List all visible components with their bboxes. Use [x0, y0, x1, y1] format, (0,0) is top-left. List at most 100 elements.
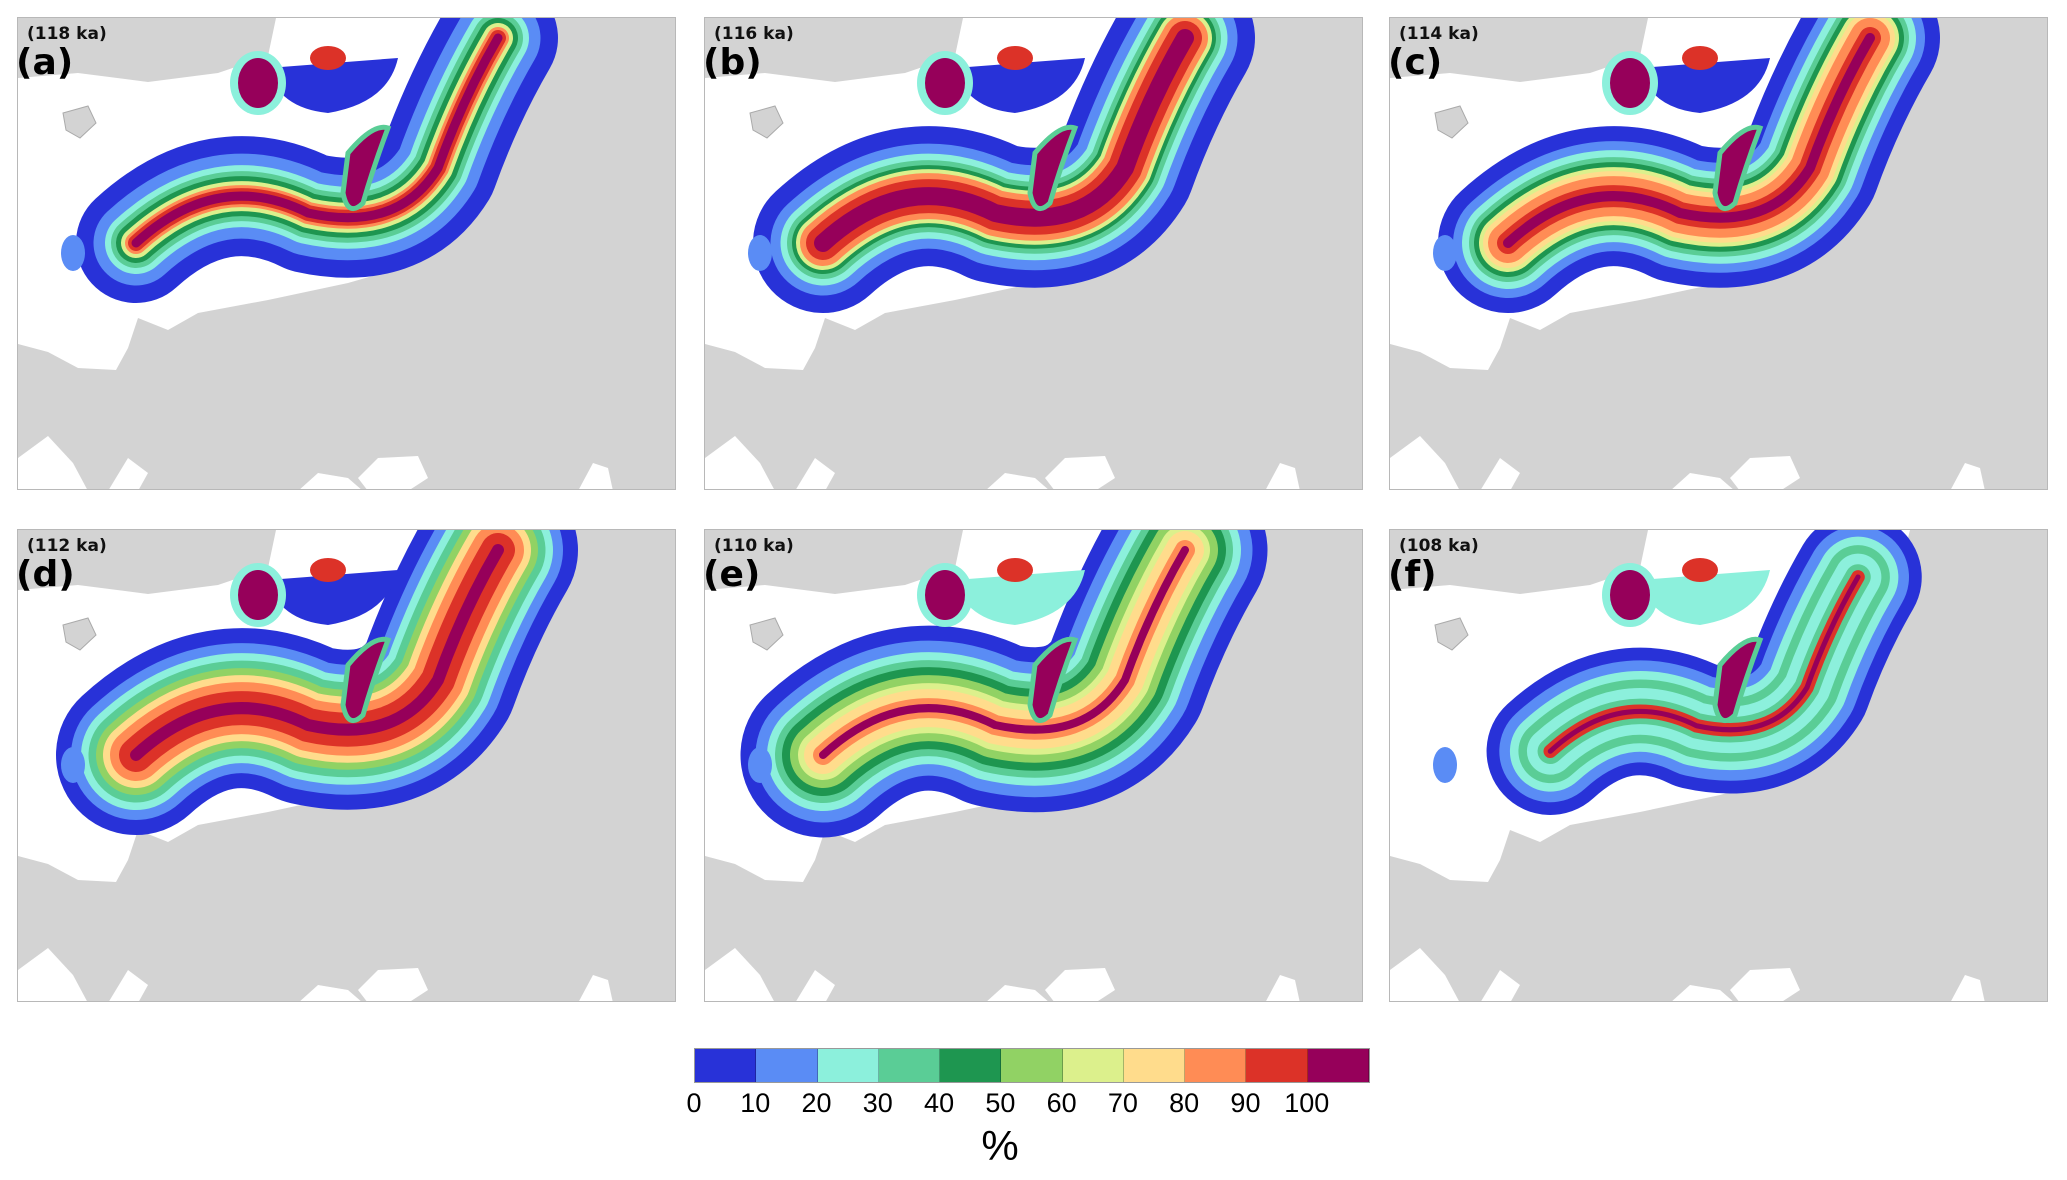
sea — [987, 473, 1048, 489]
ice-sheet — [740, 530, 1268, 838]
panel-letter: (d) — [17, 554, 75, 595]
novaya-zemlya-ice — [340, 636, 392, 724]
colorbar-tick-label: 50 — [985, 1088, 1016, 1118]
colorbar-tick-label: 30 — [862, 1088, 893, 1118]
svalbard-ice-core — [1610, 58, 1650, 108]
sea — [796, 458, 835, 489]
ice-band-100pct — [814, 29, 1194, 252]
novaya-zemlya-ice — [340, 124, 392, 212]
ice-band-100pct — [1503, 33, 1875, 248]
sea — [1672, 985, 1733, 1001]
ice-sheet — [76, 18, 558, 303]
sea — [1951, 975, 1985, 1001]
colorbar-tick-label: 60 — [1046, 1088, 1077, 1118]
svalbard-ice-core — [925, 570, 965, 620]
iceland-ice — [748, 235, 772, 271]
sea — [796, 970, 835, 1001]
iceland-land — [62, 105, 97, 139]
barents-ice — [955, 58, 1085, 113]
time-label: (114 ka) — [1399, 24, 1479, 44]
novaya-zemlya-ice — [1712, 124, 1764, 212]
britain-land — [705, 860, 765, 910]
iceland-ice — [1433, 747, 1457, 783]
sea — [705, 948, 774, 1001]
colorbar-swatch — [1185, 1049, 1247, 1082]
svalbard-ice-core — [238, 58, 278, 108]
sea — [109, 970, 148, 1001]
colorbar-swatch — [756, 1049, 818, 1082]
colorbar-tick-label: 10 — [740, 1088, 771, 1118]
panel-letter: (b) — [704, 42, 762, 83]
panel-letter: (f) — [1389, 554, 1437, 595]
time-label: (116 ka) — [714, 24, 794, 44]
map-panel-b: (116 ka) (b) — [704, 17, 1363, 490]
sea — [705, 436, 774, 489]
ice-sheet — [753, 18, 1255, 313]
sea — [987, 985, 1048, 1001]
ice-sheet — [1486, 530, 1922, 816]
sea — [1266, 975, 1300, 1001]
iceland-ice — [61, 235, 85, 271]
sea — [1481, 458, 1520, 489]
britain-land — [705, 348, 765, 398]
sea — [18, 436, 87, 489]
barents-ice — [1640, 570, 1770, 625]
colorbar-swatch — [1001, 1049, 1063, 1082]
franz-josef-ice — [1682, 46, 1718, 70]
barents-ice — [268, 570, 398, 625]
franz-josef-ice — [310, 558, 346, 582]
svalbard-ice-core — [1610, 570, 1650, 620]
ice-band-100pct — [130, 544, 504, 761]
barents-ice — [955, 570, 1085, 625]
colorbar-swatch — [878, 1049, 941, 1082]
map-panel-d: (112 ka) (d) — [17, 529, 676, 1002]
svalbard-ice-core — [238, 570, 278, 620]
sea — [109, 458, 148, 489]
sea — [1390, 948, 1459, 1001]
ice-map — [18, 530, 613, 1001]
colorbar-unit: % — [981, 1122, 1019, 1169]
colorbar-tick-label: 40 — [924, 1088, 955, 1118]
colorbar-tick-label: 20 — [801, 1088, 832, 1118]
time-label: (112 ka) — [27, 536, 107, 556]
ice-band-100pct — [1547, 574, 1861, 754]
franz-josef-ice — [997, 46, 1033, 70]
colorbar-swatch — [1062, 1049, 1124, 1082]
map-panel-c: (114 ka) (c) — [1389, 17, 2048, 490]
iceland-ice — [748, 747, 772, 783]
map-panel-a: (118 ka) (a) — [17, 17, 676, 490]
time-label: (110 ka) — [714, 536, 794, 556]
sea — [358, 456, 428, 489]
britain-land — [1390, 348, 1450, 398]
sea — [579, 463, 613, 489]
panel-letter: (c) — [1389, 42, 1443, 83]
sea — [1045, 968, 1115, 1001]
ice-map — [705, 530, 1300, 1001]
colorbar-swatch — [695, 1049, 757, 1082]
sea — [1730, 968, 1800, 1001]
novaya-zemlya-ice — [1027, 124, 1079, 212]
sea — [1045, 456, 1115, 489]
iceland-ice — [1433, 235, 1457, 271]
colorbar-swatch — [817, 1049, 879, 1082]
iceland-land — [62, 617, 97, 651]
franz-josef-ice — [310, 46, 346, 70]
colorbar-tick-label: 100 — [1284, 1088, 1330, 1118]
time-label: (108 ka) — [1399, 536, 1479, 556]
novaya-zemlya-ice — [1027, 636, 1079, 724]
panel-letter: (a) — [17, 42, 74, 83]
ice-map — [705, 18, 1300, 489]
iceland-land — [1434, 617, 1469, 651]
iceland-land — [749, 617, 784, 651]
colorbar-tick-label: 0 — [686, 1088, 702, 1118]
sea — [1730, 456, 1800, 489]
sea — [1951, 463, 1985, 489]
colorbar-swatch — [1246, 1049, 1308, 1082]
svalbard-ice-core — [925, 58, 965, 108]
panel-letter: (e) — [704, 554, 761, 595]
map-panel-e: (110 ka) (e) — [704, 529, 1363, 1002]
franz-josef-ice — [997, 558, 1033, 582]
sea — [300, 985, 361, 1001]
iceland-land — [749, 105, 784, 139]
map-panel-f: (108 ka) (f) — [1389, 529, 2048, 1002]
